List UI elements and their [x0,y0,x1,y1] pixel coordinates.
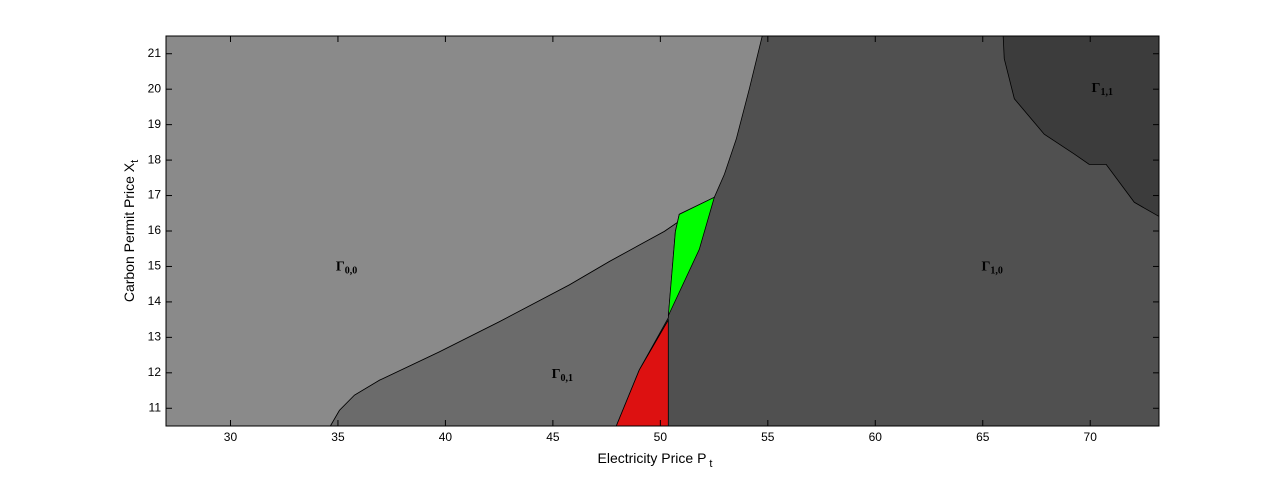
region-subscript: 0,1 [561,373,574,384]
region-subscript: 1,1 [1100,87,1113,98]
x-tick-label: 55 [761,430,775,444]
y-axis-label-sub: t [129,160,141,163]
y-axis-label-text: Carbon Permit Price X [121,162,137,302]
region-name: Γ [552,367,561,382]
y-tick-label: 14 [148,294,162,308]
y-tick-label: 16 [148,223,162,237]
region-subscript: 1,0 [990,266,1003,277]
region-name: Γ [336,260,345,275]
y-tick-label: 17 [148,188,162,202]
region-name: Γ [1092,81,1101,96]
x-tick-label: 45 [546,430,560,444]
x-tick-label: 60 [869,430,883,444]
region-label: Γ0,0 [336,260,357,277]
plot-area [166,36,1159,426]
region [615,318,669,426]
y-tick-label: 13 [148,330,162,344]
x-tick-label: 30 [224,430,238,444]
x-axis-label-text: Electricity Price P [598,450,707,466]
x-tick-label: 70 [1084,430,1098,444]
y-tick-label: 11 [149,400,162,414]
x-tick-label: 35 [331,430,345,444]
region-name: Γ [981,260,990,275]
y-tick-label: 20 [148,81,162,95]
region-label: Γ1,0 [981,260,1002,277]
region-subscript: 0,0 [345,266,358,277]
y-tick-label: 21 [148,46,162,60]
x-axis-label-sub: t [709,458,712,470]
region-label: Γ1,1 [1092,81,1113,98]
region [1002,36,1159,217]
y-tick-label: 19 [148,117,162,131]
y-tick-label: 15 [148,259,162,273]
y-tick-label: 12 [148,365,162,379]
x-tick-label: 65 [976,430,990,444]
x-tick-label: 50 [654,430,668,444]
y-axis-label: Carbon Permit Price Xt [121,160,141,302]
x-tick-label: 40 [439,430,453,444]
region [667,196,715,316]
region-label: Γ0,1 [552,367,573,384]
y-tick-label: 18 [148,152,162,166]
